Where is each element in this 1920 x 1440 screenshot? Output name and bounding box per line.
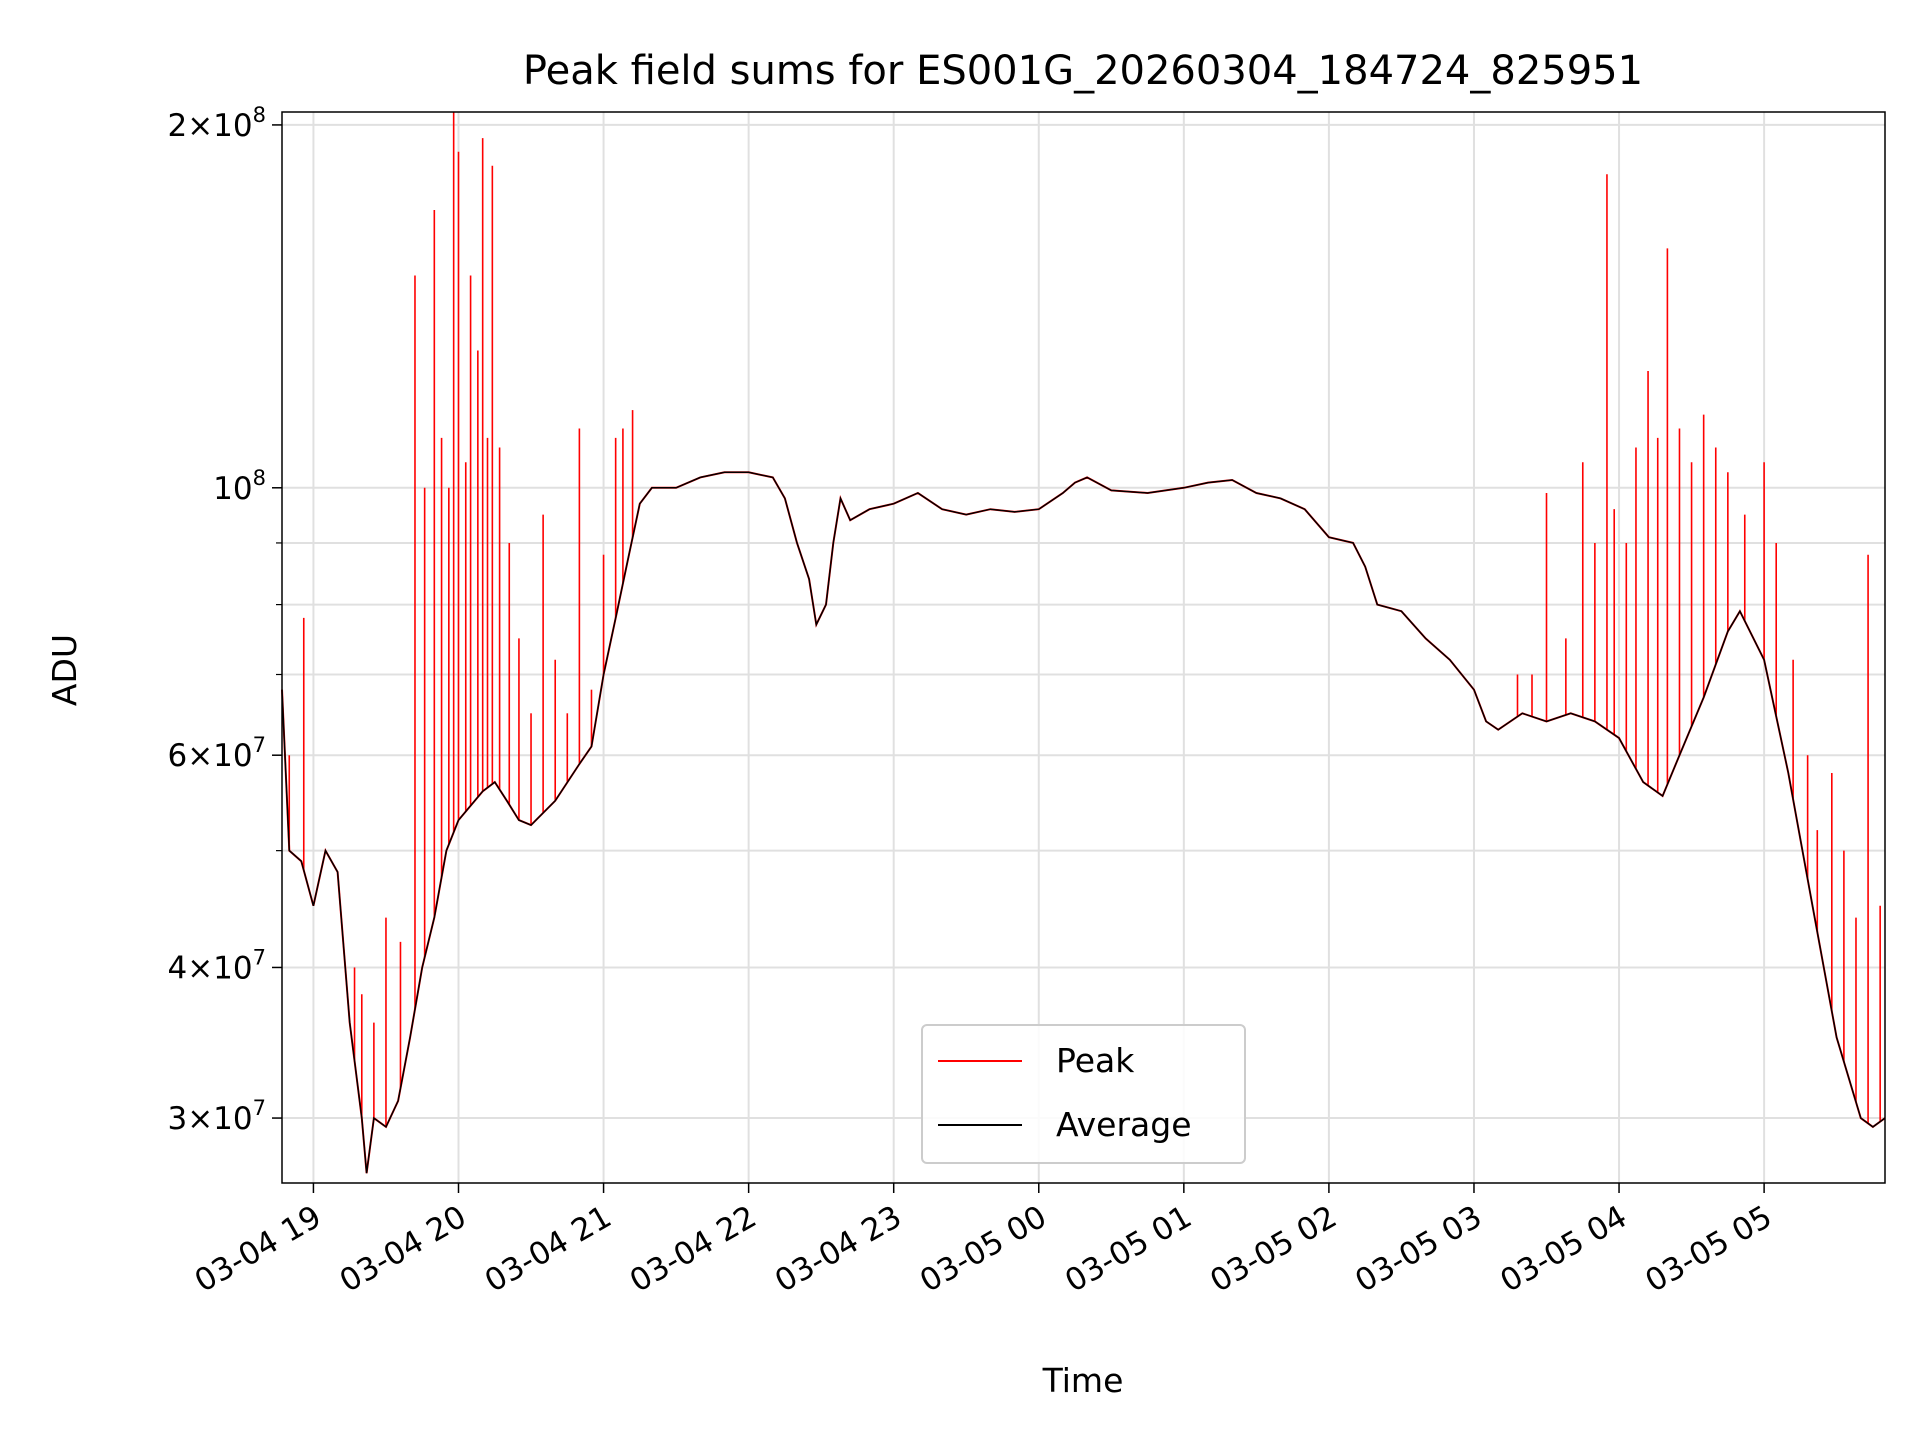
legend-label-average: Average (1056, 1105, 1192, 1144)
legend-box (921, 1024, 1246, 1164)
series-layer (281, 112, 1886, 1174)
legend-label-peak: Peak (1056, 1041, 1135, 1080)
y-tick-label: 108 (213, 466, 266, 507)
chart-title: Peak field sums for ES001G_20260304_1847… (523, 48, 1643, 94)
y-tick-label: 3×107 (167, 1096, 266, 1137)
y-tick-label: 2×108 (167, 103, 266, 144)
legend: Peak Average (921, 1024, 1246, 1164)
average-line (281, 471, 1886, 1174)
x-axis-label: Time (1042, 1361, 1124, 1400)
y-tick-label: 6×107 (167, 733, 266, 774)
plot-frame (281, 111, 1886, 1184)
y-tick-label: 4×107 (167, 945, 266, 986)
y-axis-label: ADU (45, 634, 84, 706)
